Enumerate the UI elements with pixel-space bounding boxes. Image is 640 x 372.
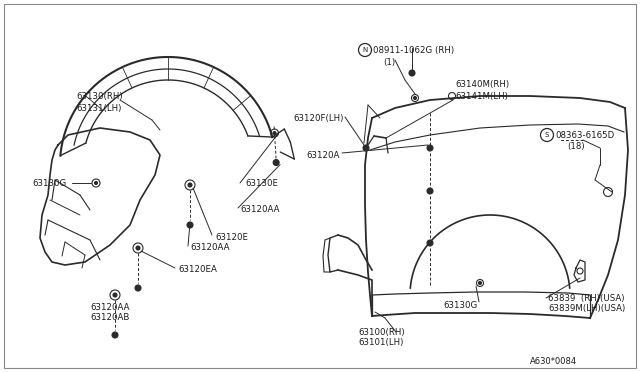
Text: 63120F(LH): 63120F(LH) [294,113,344,122]
Text: 63120E: 63120E [215,232,248,241]
Circle shape [479,282,481,285]
Circle shape [409,70,415,76]
Circle shape [427,240,433,246]
Text: 63120AA: 63120AA [240,205,280,215]
Text: 08363-6165D: 08363-6165D [555,131,614,140]
Text: 63141M(LH): 63141M(LH) [455,92,508,100]
Circle shape [95,182,97,185]
Text: 63101(LH): 63101(LH) [358,339,403,347]
Text: 63140M(RH): 63140M(RH) [455,80,509,90]
Text: 08911-1062G (RH): 08911-1062G (RH) [373,45,454,55]
Text: 63100(RH): 63100(RH) [358,328,404,337]
Circle shape [113,293,117,297]
Circle shape [363,145,369,151]
Circle shape [427,145,433,151]
Circle shape [112,332,118,338]
Circle shape [135,285,141,291]
Text: 63130(RH): 63130(RH) [76,93,123,102]
Circle shape [273,132,276,135]
Text: 63839M(LH)(USA): 63839M(LH)(USA) [548,304,625,312]
Text: (18): (18) [567,141,584,151]
Circle shape [187,222,193,228]
Text: 63130G: 63130G [32,180,67,189]
Text: 63839  (RH)(USA): 63839 (RH)(USA) [548,294,625,302]
Text: 63120EA: 63120EA [178,266,217,275]
Circle shape [273,160,279,166]
Text: N: N [362,47,367,53]
Text: 63130G: 63130G [444,301,478,310]
Circle shape [136,246,140,250]
Text: 63120A: 63120A [307,151,340,160]
Text: (1): (1) [383,58,395,67]
Text: 63120AA: 63120AA [90,304,129,312]
Text: 63120AA: 63120AA [190,244,230,253]
Text: A630*0084: A630*0084 [530,357,577,366]
Text: 63120AB: 63120AB [90,314,129,323]
Text: S: S [545,132,549,138]
Circle shape [427,188,433,194]
Circle shape [413,96,417,99]
Text: 63131(LH): 63131(LH) [76,103,122,112]
Circle shape [188,183,192,187]
Text: 63130E: 63130E [245,179,278,187]
